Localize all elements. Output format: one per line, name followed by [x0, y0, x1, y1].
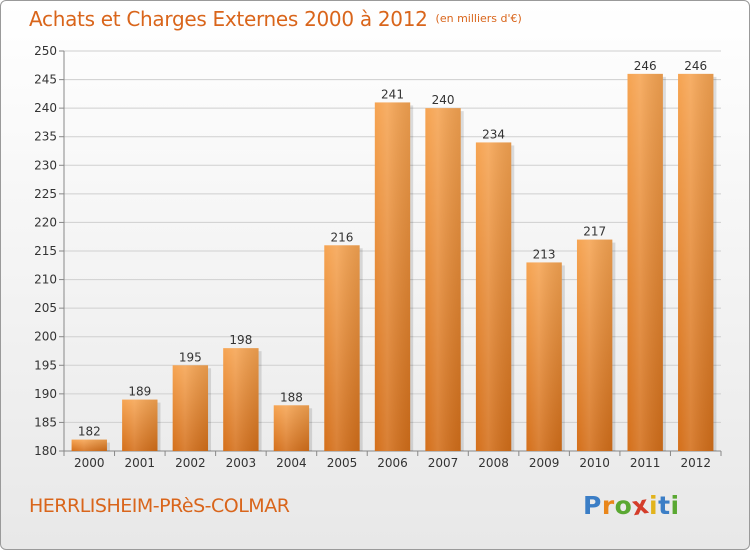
bar-shine [172, 365, 209, 451]
y-tick-label: 195 [34, 358, 57, 372]
bar-shine [475, 142, 512, 451]
x-tick-label: 2006 [377, 456, 408, 470]
bar-shine [627, 73, 663, 451]
bar-value-label: 217 [583, 225, 606, 239]
place-name: HERRLISHEIM-PRèS-COLMAR [29, 495, 290, 517]
y-tick-label: 225 [34, 187, 57, 201]
proxiti-logo: Proxiti [583, 490, 680, 521]
bar-value-label: 216 [331, 230, 354, 244]
bar-value-label: 182 [78, 425, 101, 439]
logo-letter: i [670, 491, 680, 520]
bar-value-label: 189 [128, 385, 151, 399]
bar-value-label: 198 [229, 333, 252, 347]
logo-letter: r [601, 491, 615, 520]
x-tick-label: 2004 [276, 456, 307, 470]
y-tick-label: 215 [34, 244, 57, 258]
bar-value-label: 195 [179, 350, 202, 364]
x-tick-label: 2000 [74, 456, 105, 470]
x-tick-label: 2005 [327, 456, 358, 470]
logo-letter: t [658, 491, 671, 520]
y-tick-label: 210 [34, 273, 57, 287]
bar-shine [678, 73, 714, 451]
logo-letter: P [583, 491, 602, 520]
bar-shine [122, 399, 158, 451]
y-tick-label: 240 [34, 101, 57, 115]
x-tick-label: 2002 [175, 456, 206, 470]
bar-shine [71, 439, 107, 451]
bar-shine [273, 405, 310, 451]
y-tick-label: 180 [34, 444, 57, 458]
y-tick-label: 185 [34, 415, 57, 429]
bar-value-label: 188 [280, 390, 303, 404]
bar-value-label: 246 [634, 59, 657, 73]
x-tick-label: 2007 [428, 456, 459, 470]
y-tick-label: 250 [34, 44, 57, 58]
chart-title-text: Achats et Charges Externes 2000 à 2012 [29, 7, 428, 31]
bar-value-label: 234 [482, 127, 505, 141]
x-tick-label: 2003 [226, 456, 257, 470]
y-tick-label: 190 [34, 387, 57, 401]
y-tick-label: 245 [34, 73, 57, 87]
bar-value-label: 213 [533, 247, 556, 261]
y-tick-label: 200 [34, 330, 57, 344]
bar-value-label: 240 [432, 93, 455, 107]
bar-value-label: 241 [381, 87, 404, 101]
bar-shine [324, 245, 360, 451]
bar-shine [425, 108, 461, 452]
chart-title: Achats et Charges Externes 2000 à 2012 (e… [29, 7, 522, 31]
y-tick-label: 205 [34, 301, 57, 315]
y-tick-label: 230 [34, 158, 57, 172]
bar-shine [526, 262, 562, 451]
x-tick-label: 2009 [529, 456, 560, 470]
bar-shine [374, 102, 411, 451]
y-tick-label: 220 [34, 215, 57, 229]
x-tick-label: 2011 [630, 456, 661, 470]
y-tick-label: 235 [34, 130, 57, 144]
bar-shine [576, 239, 613, 451]
chart-unit: (en milliers d'€) [435, 12, 522, 25]
bar-value-label: 246 [684, 59, 707, 73]
x-tick-label: 2012 [680, 456, 711, 470]
x-tick-label: 2001 [125, 456, 156, 470]
x-tick-label: 2008 [478, 456, 509, 470]
bar-shine [223, 348, 259, 451]
logo-letter: o [614, 491, 633, 520]
x-tick-label: 2010 [579, 456, 610, 470]
logo-letter: i [649, 491, 659, 520]
